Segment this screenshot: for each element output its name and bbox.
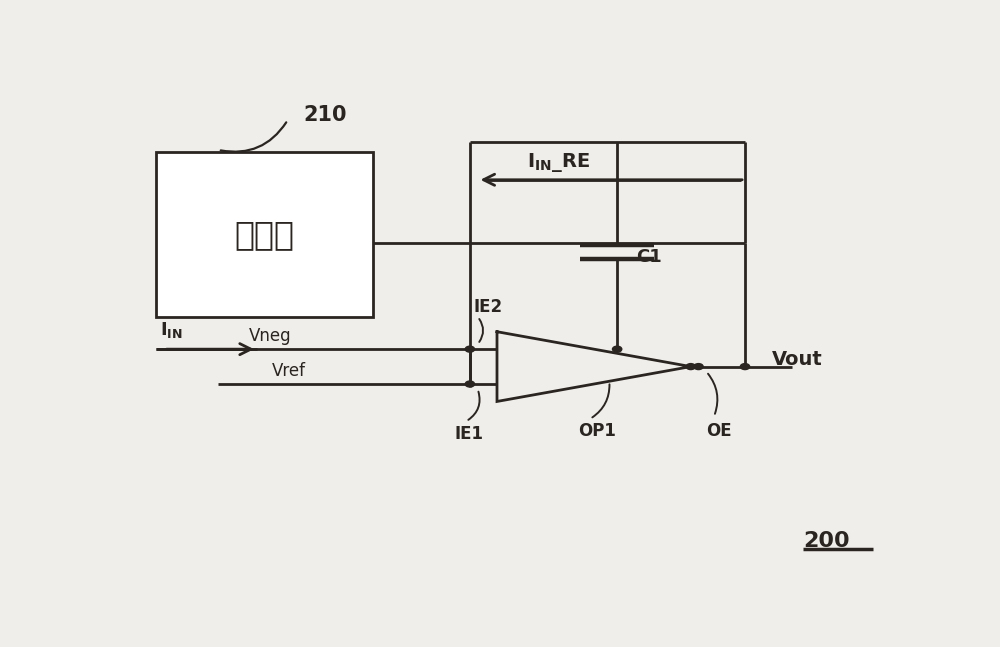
Text: OP1: OP1 [578,422,616,441]
Text: 200: 200 [803,531,850,551]
Text: IE2: IE2 [474,298,503,316]
Text: IE1: IE1 [454,425,483,443]
Text: 电流源: 电流源 [234,218,294,251]
FancyBboxPatch shape [156,152,373,317]
Circle shape [612,346,622,352]
Text: Vref: Vref [272,362,306,380]
Circle shape [694,364,703,369]
Circle shape [465,381,475,387]
Text: $\mathbf{I_{IN}\_RE}$: $\mathbf{I_{IN}\_RE}$ [527,151,591,174]
Text: $\mathbf{I_{IN}}$: $\mathbf{I_{IN}}$ [160,320,183,340]
Circle shape [740,364,750,369]
Circle shape [686,364,695,369]
Circle shape [465,346,475,352]
Text: Vneg: Vneg [249,327,292,345]
Text: C1: C1 [637,248,662,266]
Text: 210: 210 [303,105,347,125]
Text: Vout: Vout [772,349,823,369]
Text: OE: OE [706,422,732,441]
